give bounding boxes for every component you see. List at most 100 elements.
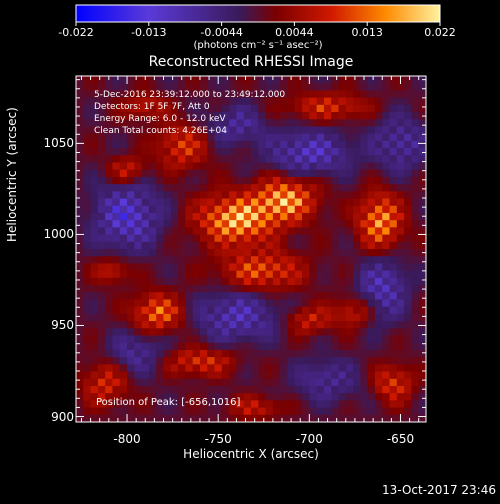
heatmap-cell: [236, 285, 245, 293]
heatmap-cell: [148, 97, 157, 106]
heatmap-cell: [265, 83, 274, 91]
heatmap-cell: [229, 385, 237, 394]
heatmap-cell: [76, 198, 84, 207]
heatmap-cell: [178, 234, 186, 243]
heatmap-cell: [323, 306, 332, 315]
heatmap-cell: [170, 126, 179, 135]
heatmap-cell: [178, 220, 186, 228]
heatmap-cell: [294, 328, 303, 336]
heatmap-cell: [389, 313, 398, 322]
heatmap-cell: [360, 90, 369, 99]
heatmap-cell: [119, 198, 128, 207]
heatmap-cell: [367, 83, 376, 91]
heatmap-cell: [141, 299, 150, 308]
heatmap-cell: [134, 357, 143, 365]
heatmap-cell: [382, 234, 390, 243]
heatmap-cell: [302, 97, 310, 106]
heatmap-cell: [127, 385, 135, 394]
heatmap-cell: [280, 227, 288, 235]
heatmap-cell: [272, 321, 281, 329]
heatmap-cell: [389, 126, 398, 135]
heatmap-cell: [112, 234, 121, 243]
heatmap-cell: [119, 270, 128, 279]
heatmap-cell: [404, 205, 412, 214]
heatmap-cell: [345, 364, 354, 372]
heatmap-cell: [280, 205, 288, 214]
heatmap-cell: [272, 249, 281, 257]
heatmap-cell: [345, 212, 354, 221]
heatmap-cell: [127, 220, 135, 228]
heatmap-cell: [396, 349, 405, 358]
heatmap-cell: [76, 220, 84, 228]
heatmap-cell: [83, 393, 91, 401]
heatmap-cell: [192, 97, 201, 106]
heatmap-cell: [345, 371, 354, 380]
heatmap-cell: [309, 292, 318, 300]
heatmap-cell: [360, 155, 369, 163]
heatmap-cell: [148, 414, 157, 423]
heatmap-cell: [127, 76, 135, 84]
heatmap-cell: [141, 184, 150, 192]
heatmap-cell: [97, 277, 106, 286]
heatmap-cell: [418, 205, 427, 214]
heatmap-cell: [389, 277, 398, 286]
heatmap-cell: [287, 256, 296, 264]
heatmap-cell: [251, 299, 259, 308]
heatmap-cell: [280, 76, 288, 84]
heatmap-cell: [156, 313, 164, 322]
heatmap-cell: [236, 393, 245, 401]
heatmap-cell: [97, 371, 106, 380]
heatmap-cell: [163, 313, 172, 322]
heatmap-cell: [192, 227, 201, 235]
heatmap-cell: [418, 400, 427, 408]
heatmap-cell: [389, 371, 398, 380]
heatmap-cell: [163, 104, 172, 113]
heatmap-cell: [236, 205, 245, 214]
heatmap-cell: [360, 263, 369, 272]
heatmap-cell: [90, 220, 99, 228]
heatmap-cell: [374, 119, 383, 127]
heatmap-cell: [163, 270, 172, 279]
heatmap-cell: [287, 126, 296, 135]
heatmap-cell: [382, 385, 390, 394]
heatmap-cell: [127, 162, 135, 171]
heatmap-cell: [178, 205, 186, 214]
heatmap-cell: [353, 83, 361, 91]
heatmap-cell: [323, 198, 332, 207]
y-axis-label: Heliocentric Y (arcsec): [5, 107, 19, 242]
heatmap-cell: [199, 378, 208, 387]
heatmap-cell: [316, 220, 325, 228]
heatmap-cell: [199, 162, 208, 171]
heatmap-cell: [119, 335, 128, 344]
heatmap-cell: [90, 184, 99, 192]
heatmap-cell: [323, 364, 332, 372]
heatmap-cell: [382, 90, 390, 99]
heatmap-cell: [199, 364, 208, 372]
heatmap-cell: [156, 364, 164, 372]
heatmap-cell: [294, 155, 303, 163]
heatmap-cell: [141, 227, 150, 235]
heatmap-cell: [396, 241, 405, 250]
heatmap-cell: [148, 335, 157, 344]
heatmap-cell: [127, 313, 135, 322]
heatmap-cell: [119, 126, 128, 135]
heatmap-cell: [105, 349, 113, 358]
heatmap-cell: [404, 385, 412, 394]
heatmap-cell: [134, 393, 143, 401]
heatmap-cell: [236, 133, 245, 142]
heatmap-cell: [404, 148, 412, 156]
heatmap-cell: [192, 306, 201, 315]
heatmap-cell: [199, 97, 208, 106]
heatmap-cell: [251, 112, 259, 120]
heatmap-cell: [374, 306, 383, 315]
heatmap-cell: [229, 335, 237, 344]
heatmap-cell: [323, 328, 332, 336]
heatmap-cell: [229, 256, 237, 264]
heatmap-cell: [418, 385, 427, 394]
heatmap-cell: [367, 378, 376, 387]
heatmap-cell: [396, 148, 405, 156]
heatmap-cell: [192, 90, 201, 99]
heatmap-cell: [97, 97, 106, 106]
heatmap-cell: [221, 407, 230, 416]
heatmap-cell: [170, 335, 179, 344]
